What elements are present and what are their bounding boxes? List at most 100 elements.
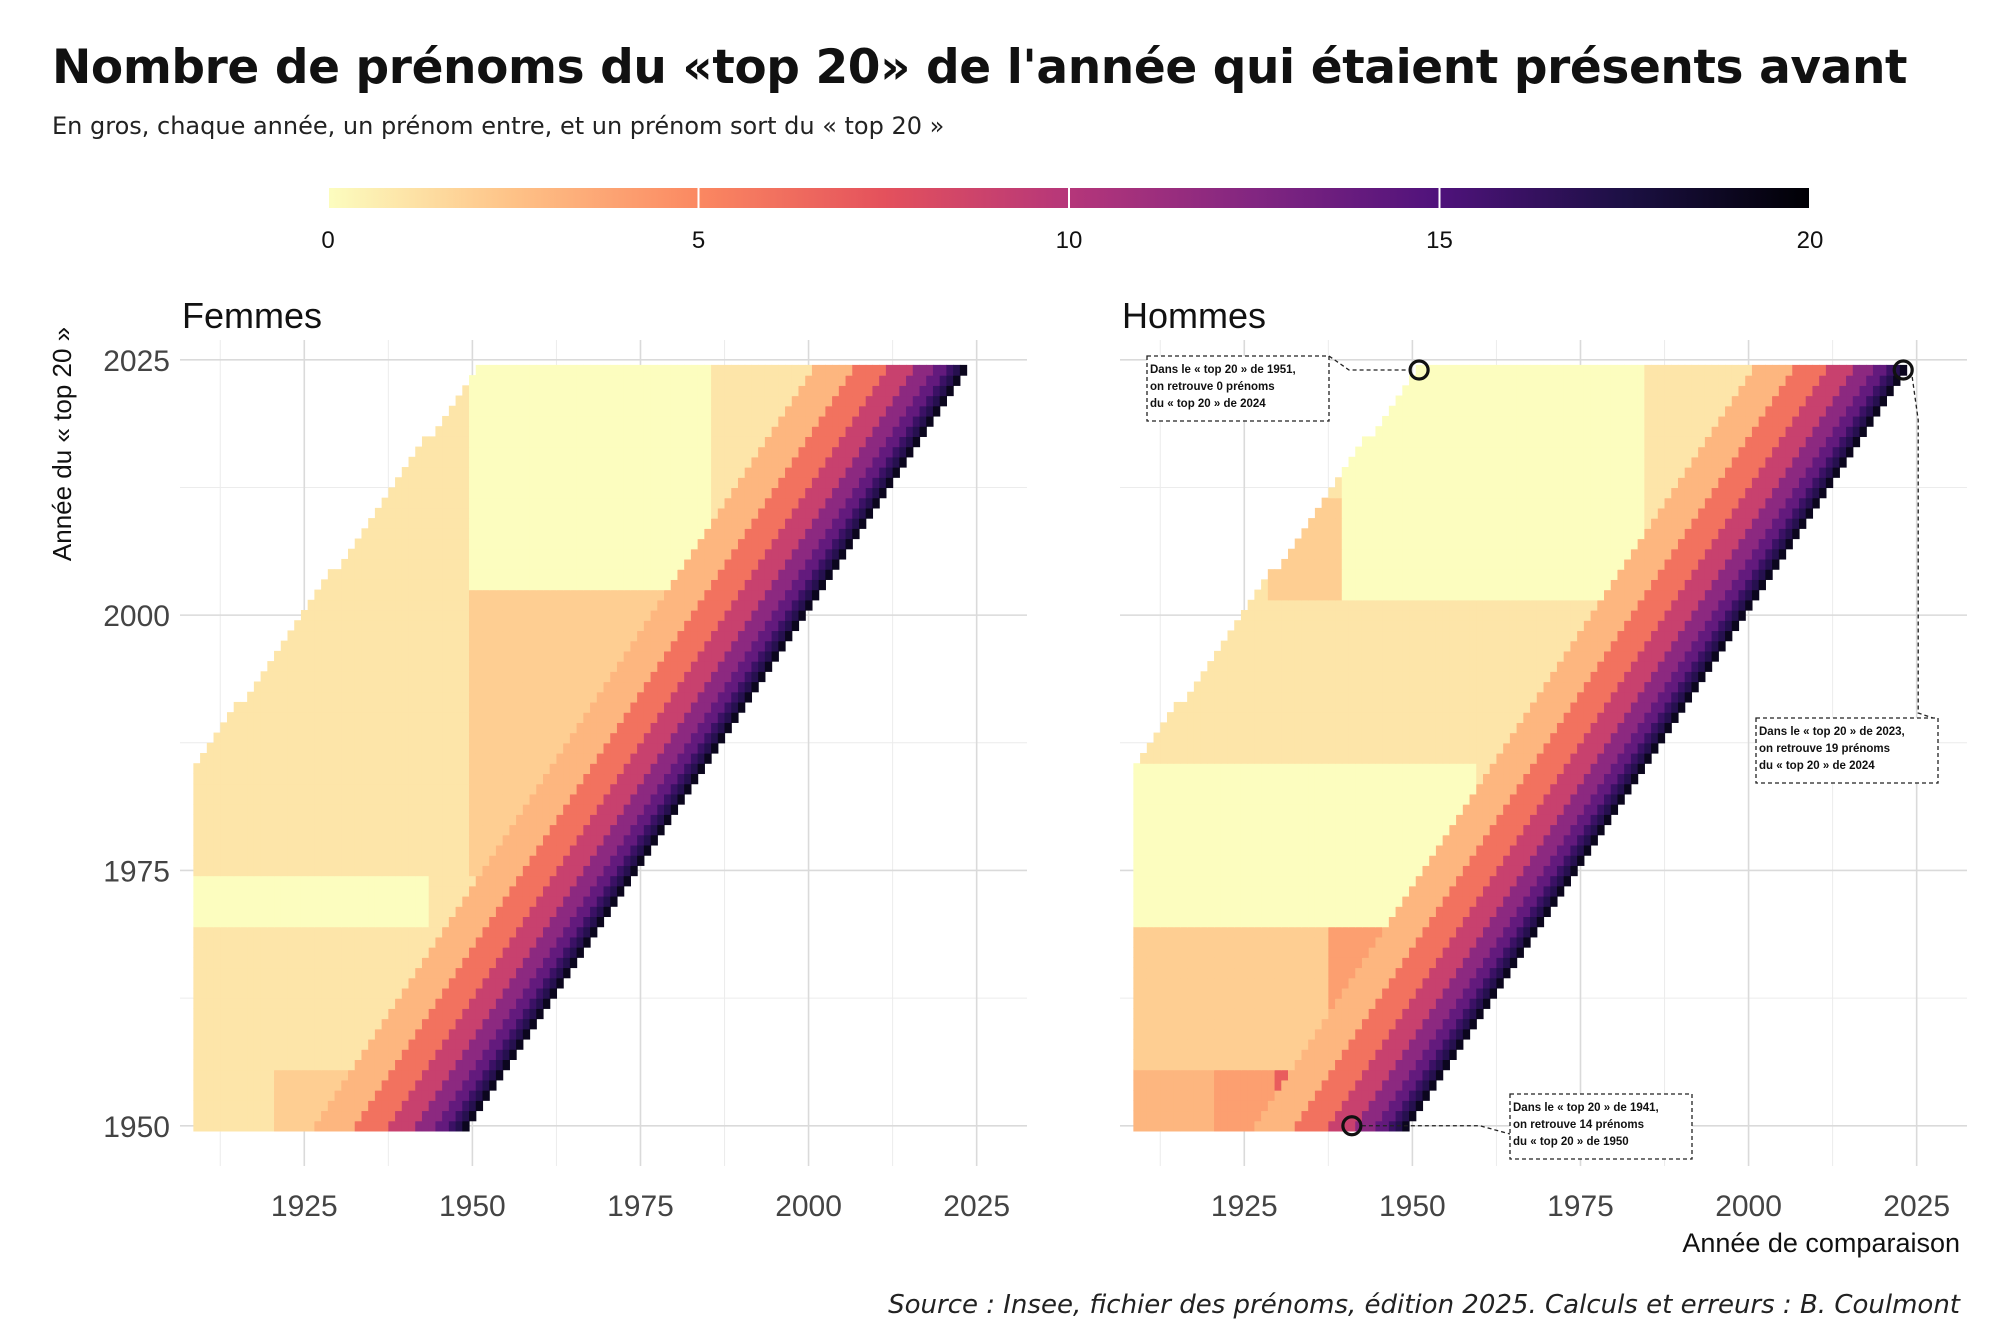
heatmap-cell: [711, 497, 719, 509]
heatmap-cell: [408, 957, 416, 969]
heatmap-cell: [442, 681, 450, 693]
heatmap-cell: [885, 467, 894, 478]
heatmap-cell: [838, 426, 847, 437]
heatmap-cell: [771, 630, 779, 642]
heatmap-cell: [502, 528, 510, 540]
heatmap-cell: [280, 650, 289, 662]
heatmap-cell: [630, 599, 638, 611]
heatmap-cell: [475, 814, 484, 826]
heatmap-cell: [576, 763, 584, 775]
heatmap-cell: [469, 875, 477, 887]
heatmap-cell: [435, 865, 443, 877]
heatmap-cell: [206, 1038, 215, 1050]
heatmap-cell: [737, 589, 746, 601]
heatmap-cell: [664, 426, 672, 437]
heatmap-cell: [253, 1100, 262, 1112]
heatmap-cell: [334, 783, 342, 795]
heatmap-cell: [469, 987, 477, 999]
heatmap-cell: [374, 895, 383, 907]
heatmap-cell: [489, 446, 497, 458]
heatmap-cell: [193, 1038, 201, 1050]
heatmap-cell: [650, 763, 658, 775]
heatmap-cell: [240, 1028, 248, 1040]
heatmap-cell: [435, 732, 443, 744]
heatmap-cell: [637, 415, 645, 427]
heatmap-cell: [576, 885, 584, 897]
heatmap-cell: [697, 640, 705, 652]
heatmap-cell: [603, 395, 611, 407]
heatmap-cell: [448, 773, 457, 785]
heatmap-cell: [482, 640, 490, 652]
heatmap-cell: [583, 436, 591, 448]
heatmap-cell: [664, 630, 672, 642]
heatmap-cell: [401, 681, 410, 693]
heatmap-cell: [448, 804, 457, 815]
heatmap-cell: [253, 1038, 262, 1050]
heatmap-cell: [408, 855, 416, 866]
heatmap-cell: [448, 661, 457, 672]
heatmap-cell: [314, 1038, 322, 1050]
heatmap-cell: [213, 763, 221, 775]
heatmap-cell: [421, 589, 430, 601]
heatmap-cell: [596, 385, 605, 397]
heatmap-cell: [280, 1079, 289, 1091]
heatmap-cell: [677, 487, 685, 499]
heatmap-cell: [361, 1038, 369, 1050]
heatmap-cell: [623, 385, 631, 397]
heatmap-cell: [502, 640, 510, 652]
heatmap-cell: [610, 804, 618, 815]
heatmap-cell: [495, 947, 504, 958]
heatmap-cell: [603, 875, 611, 887]
heatmap-cell: [428, 1110, 437, 1122]
heatmap-cell: [368, 671, 376, 683]
heatmap-cell: [334, 763, 342, 775]
heatmap-cell: [421, 640, 430, 652]
heatmap-cell: [381, 1090, 389, 1101]
heatmap-cell: [408, 1100, 416, 1112]
heatmap-cell: [307, 1049, 315, 1060]
heatmap-cell: [354, 793, 363, 805]
heatmap-cell: [374, 528, 383, 540]
heatmap-cell: [300, 753, 309, 764]
heatmap-cell: [469, 630, 477, 642]
heatmap-cell: [509, 844, 517, 856]
heatmap-cell: [529, 1008, 537, 1020]
heatmap-cell: [623, 548, 631, 560]
heatmap-cell: [643, 630, 652, 642]
heatmap-cell: [529, 793, 537, 805]
heatmap-cell: [374, 1038, 383, 1050]
heatmap-cell: [643, 773, 652, 785]
heatmap-cell: [630, 773, 638, 785]
heatmap-cell: [791, 395, 800, 407]
heatmap-cell: [287, 895, 295, 907]
heatmap-cell: [590, 385, 598, 397]
heatmap-cell: [462, 1028, 470, 1040]
heatmap-cell: [408, 620, 416, 632]
heatmap-cell: [818, 538, 826, 550]
heatmap-cell: [556, 661, 564, 672]
heatmap-cell: [415, 793, 423, 805]
heatmap-cell: [684, 661, 692, 672]
heatmap-cell: [442, 507, 450, 519]
heatmap-cell: [751, 640, 759, 652]
heatmap-cell: [442, 834, 450, 846]
heatmap-cell: [583, 926, 591, 938]
heatmap-cell: [435, 538, 443, 550]
heatmap-cell: [697, 477, 705, 489]
heatmap-cell: [321, 844, 329, 856]
heatmap-cell: [495, 630, 504, 642]
heatmap-cell: [442, 977, 450, 989]
heatmap-cell: [542, 497, 551, 509]
heatmap-cell: [348, 1079, 356, 1091]
heatmap-cell: [307, 916, 315, 928]
heatmap-cell: [919, 395, 927, 407]
heatmap-cell: [778, 630, 786, 642]
heatmap-cell: [791, 589, 800, 601]
heatmap-cell: [590, 518, 598, 529]
heatmap-cell: [731, 497, 739, 509]
heatmap-cell: [657, 793, 665, 805]
heatmap-cell: [415, 987, 423, 999]
heatmap-cell: [522, 640, 531, 652]
heatmap-cell: [536, 865, 544, 877]
heatmap-cell: [610, 844, 618, 856]
